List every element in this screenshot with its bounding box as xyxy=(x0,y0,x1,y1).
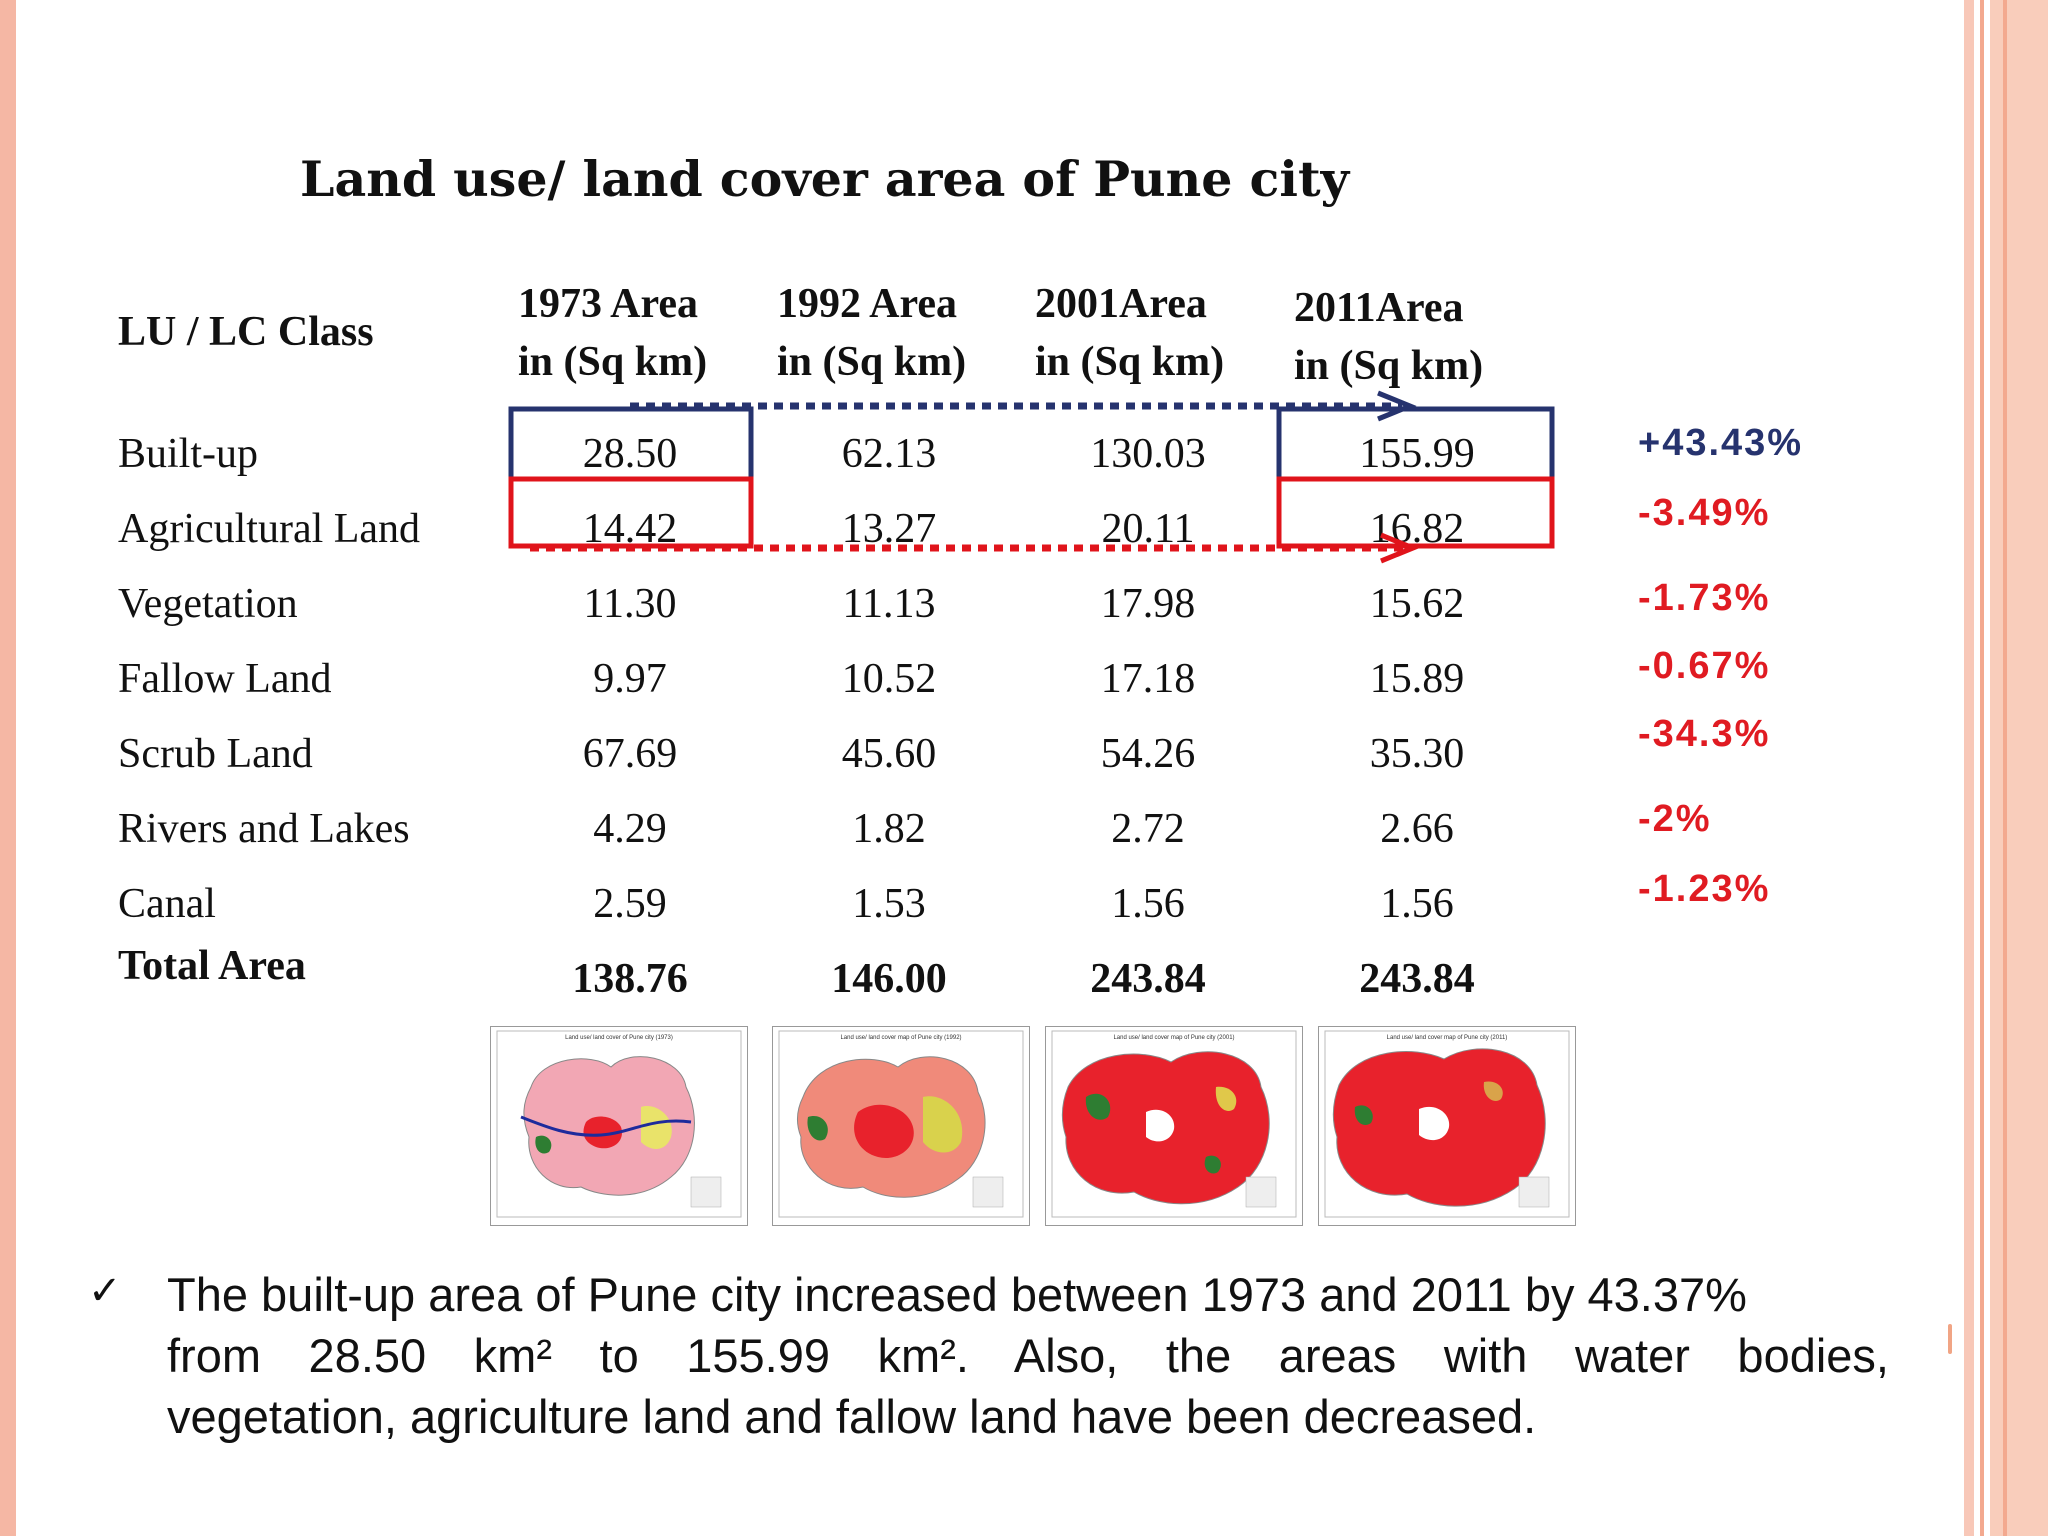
cell-2011: 1.56 xyxy=(1380,881,1454,927)
header-2001-line1: 2001Area xyxy=(1035,281,1207,327)
header-1973: 1973 Area in (Sq km) xyxy=(518,275,707,391)
map-2001: Land use/ land cover map of Pune city (2… xyxy=(1045,1026,1303,1226)
header-1973-line2: in (Sq km) xyxy=(518,339,708,385)
change-rivers: -2% xyxy=(1638,798,1712,840)
cell-1973: 9.97 xyxy=(593,656,667,702)
cell-2001: 20.11 xyxy=(1101,506,1195,552)
row-label: Fallow Land xyxy=(118,656,332,702)
header-1992: 1992 Area in (Sq km) xyxy=(777,275,966,391)
header-2011-line2: in (Sq km) xyxy=(1294,343,1484,389)
row-label: Agricultural Land xyxy=(118,506,421,552)
total-1973: 138.76 xyxy=(572,956,688,1002)
header-2011: 2011Area in (Sq km) xyxy=(1294,279,1483,395)
cell-2011: 155.99 xyxy=(1359,431,1475,477)
cell-1992: 13.27 xyxy=(841,506,937,552)
cell-1973: 2.59 xyxy=(593,881,667,927)
total-2011: 243.84 xyxy=(1359,956,1475,1002)
cell-1992: 1.53 xyxy=(852,881,926,927)
change-scrub: -34.3% xyxy=(1638,713,1771,755)
change-vegetation: -1.73% xyxy=(1638,577,1771,619)
cell-2011: 16.82 xyxy=(1369,506,1465,552)
cell-1992: 10.52 xyxy=(841,656,937,702)
cell-2001: 17.18 xyxy=(1100,656,1196,702)
cell-1973: 28.50 xyxy=(582,431,678,477)
header-1973-line1: 1973 Area xyxy=(518,281,699,327)
row-label: Built-up xyxy=(118,431,259,477)
row-label: Rivers and Lakes xyxy=(118,806,410,852)
cell-2001: 54.26 xyxy=(1100,731,1196,777)
total-1992: 146.00 xyxy=(831,956,947,1002)
header-2001: 2001Area in (Sq km) xyxy=(1035,275,1224,391)
cell-2001: 2.72 xyxy=(1111,806,1185,852)
edge-mark xyxy=(1948,1324,1952,1354)
row-label: Scrub Land xyxy=(118,731,313,777)
cell-1973: 4.29 xyxy=(593,806,667,852)
cell-1992: 62.13 xyxy=(841,431,937,477)
summary-text: The built-up area of Pune city increased… xyxy=(167,1264,1889,1447)
cell-2011: 15.62 xyxy=(1369,581,1465,627)
summary-line-2-text: from 28.50 km² to 155.99 km². Also, the … xyxy=(167,1329,1889,1382)
summary-line-2: from 28.50 km² to 155.99 km². Also, the … xyxy=(167,1325,1889,1386)
map-1973: Land use/ land cover of Pune city (1973) xyxy=(490,1026,748,1226)
cell-1973: 14.42 xyxy=(582,506,678,552)
map-1992: Land use/ land cover map of Pune city (1… xyxy=(772,1026,1030,1226)
summary-line-1: The built-up area of Pune city increased… xyxy=(167,1268,1747,1321)
class-column-header: LU / LC Class xyxy=(118,309,374,355)
cell-1973: 11.30 xyxy=(583,581,677,627)
cell-2001: 17.98 xyxy=(1100,581,1196,627)
slide-border-right-line-2 xyxy=(2003,0,2007,1536)
check-icon: ✓ xyxy=(88,1268,122,1314)
slide-border-right xyxy=(1964,0,1974,1536)
builtup-arrow-head xyxy=(1377,390,1417,422)
cell-2011: 15.89 xyxy=(1369,656,1465,702)
row-label: Vegetation xyxy=(118,581,298,627)
cell-2001: 1.56 xyxy=(1111,881,1185,927)
map-caption: Land use/ land cover map of Pune city (2… xyxy=(1113,1035,1234,1041)
total-2001: 243.84 xyxy=(1090,956,1206,1002)
summary-line-3: vegetation, agriculture land and fallow … xyxy=(167,1390,1537,1443)
slide-border-right-line xyxy=(1980,0,1984,1536)
header-2001-line2: in (Sq km) xyxy=(1035,339,1225,385)
change-canal: -1.23% xyxy=(1638,868,1771,910)
row-label: Canal xyxy=(118,881,216,927)
cell-2011: 2.66 xyxy=(1380,806,1454,852)
cell-2001: 130.03 xyxy=(1090,431,1206,477)
slide-title: Land use/ land cover area of Pune city xyxy=(300,150,1350,208)
cell-1992: 11.13 xyxy=(842,581,936,627)
map-caption: Land use/ land cover map of Pune city (1… xyxy=(840,1035,961,1041)
cell-1992: 1.82 xyxy=(852,806,926,852)
slide-border-right-band xyxy=(1990,0,2048,1536)
map-caption: Land use/ land cover of Pune city (1973) xyxy=(565,1035,673,1041)
header-2011-line1: 2011Area xyxy=(1294,285,1464,331)
header-1992-line1: 1992 Area xyxy=(777,281,958,327)
map-2011: Land use/ land cover map of Pune city (2… xyxy=(1318,1026,1576,1226)
map-caption: Land use/ land cover map of Pune city (2… xyxy=(1387,1035,1508,1041)
slide-border-left xyxy=(0,0,16,1536)
header-1992-line2: in (Sq km) xyxy=(777,339,967,385)
cell-1992: 45.60 xyxy=(841,731,937,777)
total-label: Total Area xyxy=(118,943,306,989)
change-builtup: +43.43% xyxy=(1638,422,1804,464)
cell-2011: 35.30 xyxy=(1369,731,1465,777)
cell-1973: 67.69 xyxy=(582,731,678,777)
change-fallow: -0.67% xyxy=(1638,645,1771,687)
change-agricultural: -3.49% xyxy=(1638,492,1771,534)
